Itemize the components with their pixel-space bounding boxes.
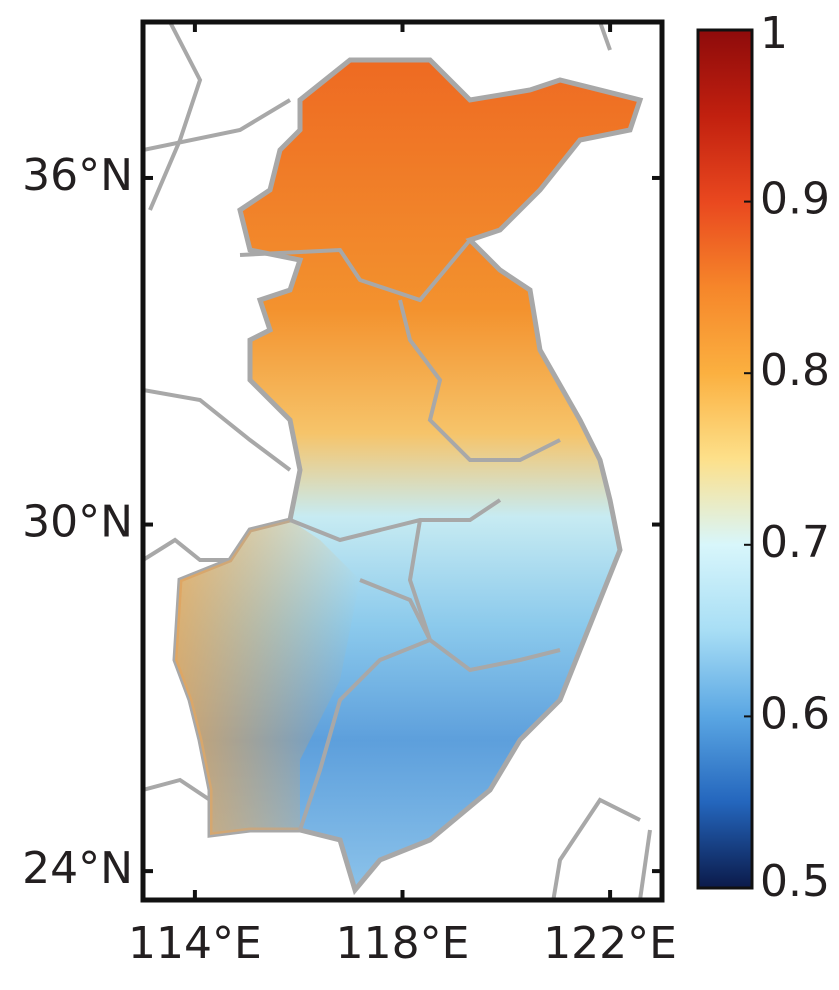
map-area [143, 22, 652, 900]
boundaries-outside [143, 22, 652, 900]
colorbar-tick-label: 0.8 [760, 345, 830, 396]
colorbar-tick-label: 0.7 [760, 517, 830, 568]
colorbar-tick-label: 0.6 [760, 688, 830, 739]
colorbar [696, 28, 754, 890]
province-lines [239, 238, 561, 831]
lon-tick-label: 114°E [128, 918, 262, 969]
colorbar-tick-label: 0.5 [760, 856, 830, 907]
colorbar-tick-label: 1 [760, 8, 788, 59]
lat-tick-label: 24°N [22, 843, 133, 894]
lon-tick-label: 118°E [336, 918, 470, 969]
lat-tick-label: 36°N [22, 150, 133, 201]
lat-tick-label: 30°N [22, 497, 133, 548]
lon-tick-label: 122°E [543, 918, 677, 969]
west-tint [175, 520, 360, 835]
colorbar-tick-label: 0.9 [760, 174, 830, 225]
